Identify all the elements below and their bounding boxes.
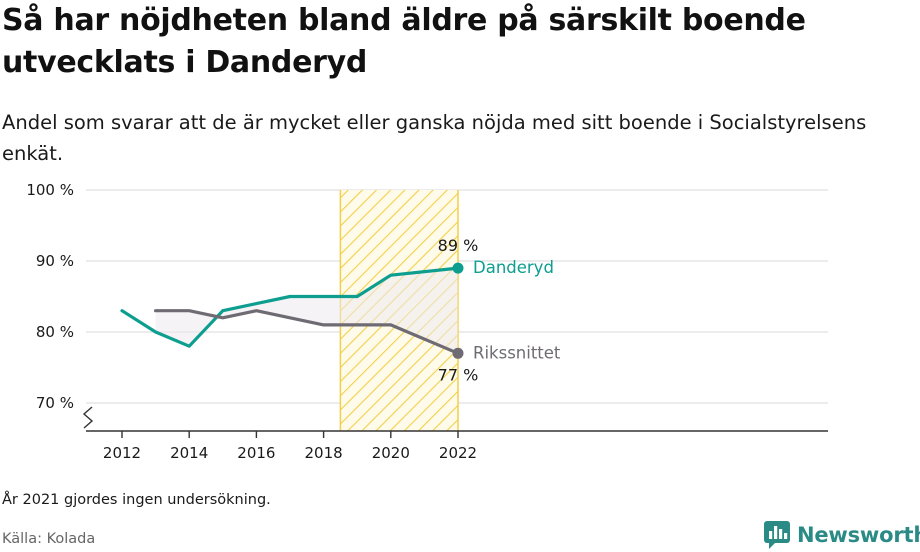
series-lines xyxy=(120,262,464,359)
series-name-label: Rikssnittet xyxy=(473,343,561,362)
x-tick-label: 2022 xyxy=(439,444,477,462)
x-axis: 2012 2014 2016 2018 2020 2022 xyxy=(82,406,828,462)
series-line-rikssnittet xyxy=(154,309,460,355)
y-tick-label: 80 % xyxy=(36,323,74,341)
end-value-label: 77 % xyxy=(438,365,479,384)
x-tick-label: 2014 xyxy=(170,444,208,462)
x-tick-label: 2020 xyxy=(372,444,410,462)
footnote: År 2021 gjordes ingen undersökning. xyxy=(2,492,271,508)
source-note: Källa: Kolada xyxy=(2,531,96,547)
series-name-label: Danderyd xyxy=(473,258,554,277)
end-value-label: 89 % xyxy=(438,236,479,255)
brand-logo[interactable]: Newsworthy xyxy=(763,520,920,550)
series-line-danderyd xyxy=(120,266,460,348)
data-labels: Danderyd 89 % Rikssnittet 77 % xyxy=(438,236,561,384)
chart-title: Så har nöjdheten bland äldre på särskilt… xyxy=(2,3,806,80)
line-chart: 70 %80 %90 %100 % 2012 2014 2016 2018 2020 20… xyxy=(26,181,828,462)
newsworthy-logo-icon xyxy=(764,521,790,549)
brand-name: Newsworthy xyxy=(797,523,920,547)
x-tick-label: 2018 xyxy=(305,444,343,462)
series-end-point xyxy=(452,262,464,274)
y-tick-label: 70 % xyxy=(36,394,74,412)
y-tick-label: 90 % xyxy=(36,252,74,270)
x-tick-label: 2016 xyxy=(237,444,275,462)
axis-break-icon xyxy=(82,406,94,429)
difference-fill xyxy=(155,268,458,354)
x-tick-label: 2012 xyxy=(103,444,141,462)
y-tick-label: 100 % xyxy=(26,181,74,199)
chart-subtitle: Andel som svarar att de är mycket eller … xyxy=(2,111,867,165)
series-end-point xyxy=(452,347,464,359)
difference-area xyxy=(155,268,458,354)
